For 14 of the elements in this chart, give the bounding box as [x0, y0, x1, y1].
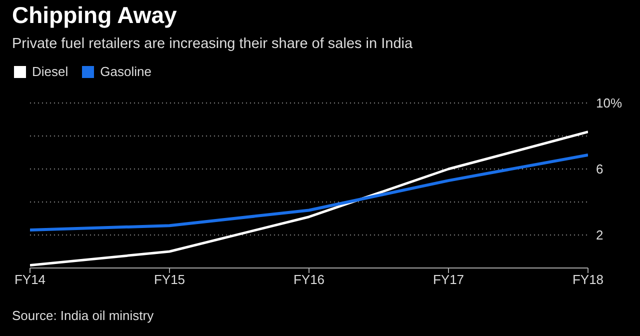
y-tick-label: 6 [596, 162, 604, 177]
legend-label: Diesel [32, 64, 68, 79]
chart-subtitle: Private fuel retailers are increasing their share of sales in India [12, 36, 413, 52]
x-tick-label: FY18 [572, 272, 604, 288]
source-note: Source: India oil ministry [12, 308, 154, 323]
y-tick-label: 10% [596, 96, 622, 111]
x-tick-label: FY17 [432, 272, 464, 288]
x-tick-label: FY15 [154, 272, 186, 288]
chart-title: Chipping Away [12, 2, 177, 29]
legend-label: Gasoline [100, 64, 152, 79]
x-tick-label: FY16 [293, 272, 325, 288]
x-tick-label: FY14 [14, 272, 46, 288]
y-tick-label: 2 [596, 228, 604, 243]
line-series [30, 153, 588, 232]
